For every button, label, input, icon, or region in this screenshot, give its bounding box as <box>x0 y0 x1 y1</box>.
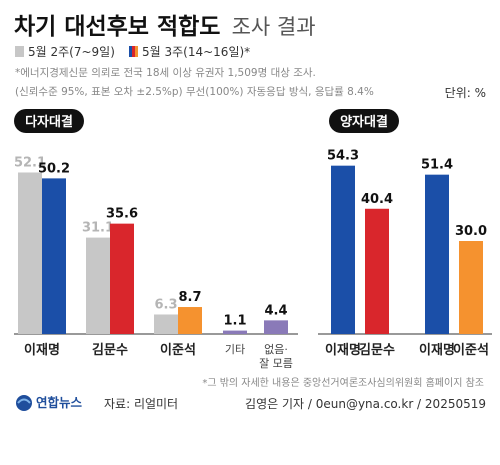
two-way-bar-3 <box>459 241 483 334</box>
two-way-category-label-3: 이준석 <box>453 342 489 358</box>
survey-note-1: *에너지경제신문 의뢰로 전국 18세 이상 유권자 1,509명 대상 조사. <box>15 66 316 79</box>
chart-title: 차기 대선후보 적합도 조사 결과 <box>14 14 316 40</box>
bar-curr-2 <box>178 307 202 334</box>
two-way-value-label-3: 30.0 <box>455 224 487 239</box>
two-way-bar-2 <box>425 174 449 334</box>
legend-swatch-curr <box>129 46 138 57</box>
two-way-value-label-2: 51.4 <box>421 158 453 173</box>
legend-label-prev: 5월 2주(7~9일) <box>28 45 115 59</box>
multi-race-title: 다자대결 <box>25 114 73 130</box>
two-way-value-label-1: 40.4 <box>361 192 393 207</box>
unit-label: 단위: % <box>445 86 486 100</box>
multi-race-pill <box>14 109 84 133</box>
bar-curr-3 <box>223 330 247 334</box>
bar-prev-0 <box>18 172 42 334</box>
two-way-category-label-0: 이재명 <box>325 342 361 358</box>
source-label: 자료: 리얼미터 <box>104 397 178 411</box>
two-way-value-label-0: 54.3 <box>327 149 359 164</box>
category-label-0: 이재명 <box>24 342 60 358</box>
category-label-2: 이준석 <box>160 342 196 358</box>
footer-note: *그 밖의 자세한 내용은 중앙선거여론조사심의위원회 홈페이지 참조 <box>202 376 484 389</box>
two-way-bar-1 <box>365 208 389 334</box>
value-label-curr-2: 8.7 <box>178 290 201 305</box>
value-label-prev-0: 52.1 <box>14 155 46 170</box>
value-label-curr-4: 4.4 <box>264 303 287 318</box>
value-label-prev-2: 6.3 <box>154 297 177 312</box>
bar-curr-1 <box>110 223 134 334</box>
value-label-curr-0: 50.2 <box>38 161 70 176</box>
two-way-pill <box>329 109 399 133</box>
bar-prev-2 <box>154 314 178 334</box>
bar-curr-4 <box>264 320 288 334</box>
category-label-4b: 잘 모름 <box>259 357 293 370</box>
category-label-3: 기타 <box>225 343 245 356</box>
two-way-bar-0 <box>331 165 355 334</box>
two-way-category-label-2: 이재명 <box>419 342 455 358</box>
two-way-category-label-1: 김문수 <box>359 343 395 358</box>
category-label-4a: 없음· <box>264 343 288 356</box>
survey-note-2: (신뢰수준 95%, 표본 오차 ±2.5%p) 무선(100%) 자동응답 방… <box>15 86 374 98</box>
yonhap-logo-icon <box>16 395 32 411</box>
value-label-curr-1: 35.6 <box>106 207 138 222</box>
bar-curr-0 <box>42 178 66 334</box>
legend-label-curr: 5월 3주(14~16일)* <box>142 45 250 59</box>
credit-label: 김영은 기자 / 0eun@yna.co.kr / 20250519 <box>245 397 486 411</box>
two-way-title: 양자대결 <box>340 114 388 130</box>
value-label-curr-3: 1.1 <box>223 314 246 329</box>
logo-text: 연합뉴스 <box>36 395 83 410</box>
value-label-prev-1: 31.1 <box>82 221 114 236</box>
category-label-1: 김문수 <box>92 343 128 358</box>
bar-prev-1 <box>86 237 110 334</box>
legend-swatch-prev <box>15 46 24 57</box>
